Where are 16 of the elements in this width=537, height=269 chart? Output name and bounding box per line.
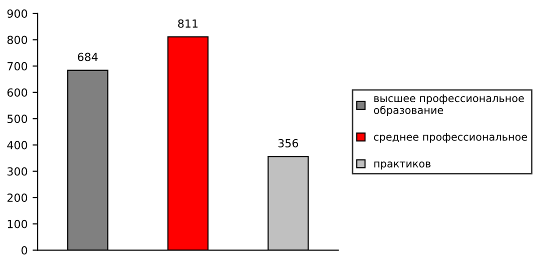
- y-tick-label: 400: [7, 140, 28, 150]
- y-tick-label: 700: [8, 62, 28, 70]
- data-label: 684: [78, 52, 98, 62]
- legend-label: практиков: [374, 162, 430, 170]
- y-tick-label: 300: [8, 167, 28, 176]
- y-tick-label: 800: [7, 36, 28, 44]
- y-tick-label: 500: [8, 114, 28, 124]
- data-label: 356: [278, 139, 298, 148]
- y-tick-label: 100: [8, 220, 28, 228]
- y-tick-label: 600: [7, 88, 28, 97]
- data-label: 811: [178, 19, 198, 28]
- y-tick-label: 0: [22, 246, 28, 255]
- y-tick-label: 900: [7, 9, 28, 18]
- legend-label: высшее профессиональное образование: [374, 94, 524, 116]
- legend-label: среднее профессиональное: [374, 133, 527, 143]
- y-tick-label: 200: [7, 194, 28, 202]
